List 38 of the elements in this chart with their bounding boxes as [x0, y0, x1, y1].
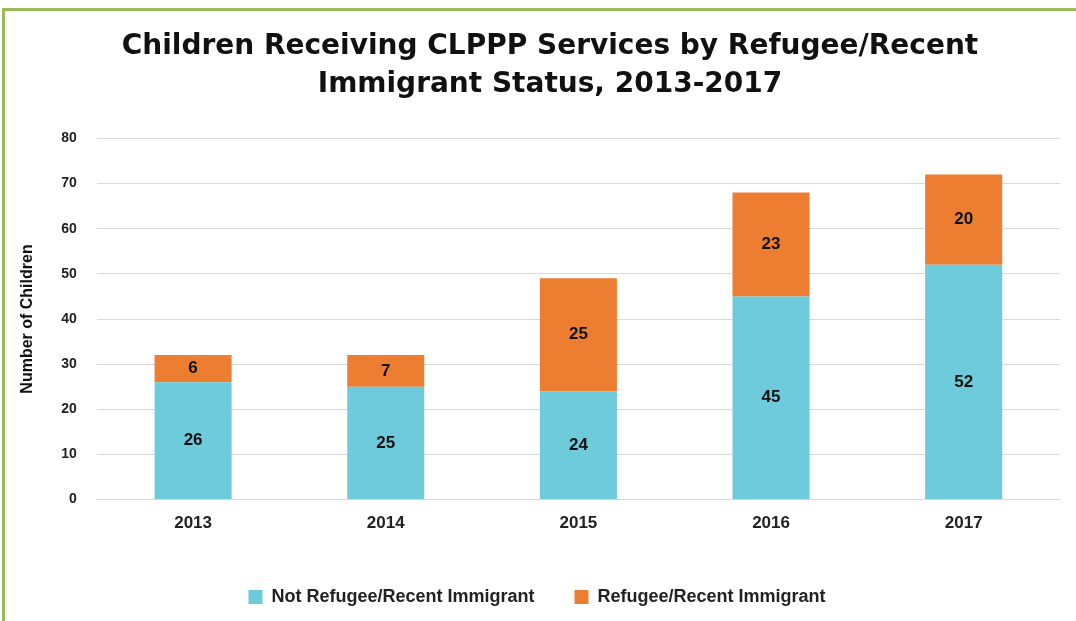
y-tick-label: 0 — [68, 490, 77, 507]
y-tick-label: 20 — [61, 400, 77, 417]
x-tick-label: 2014 — [366, 513, 406, 533]
bar — [732, 296, 810, 500]
y-tick-label: 60 — [61, 219, 77, 236]
bar — [154, 382, 232, 500]
x-tick-label: 2013 — [174, 513, 213, 533]
legend-label: Refugee/Recent Immigrant — [597, 585, 826, 606]
legend-label: Not Refugee/Recent Immigrant — [271, 585, 535, 606]
bar — [732, 192, 810, 297]
y-tick-label: 30 — [61, 355, 77, 372]
x-tick-label: 2015 — [559, 513, 598, 533]
data-label: 26 — [183, 430, 203, 450]
bar — [925, 264, 1003, 500]
data-label: 45 — [761, 387, 781, 407]
bar — [539, 278, 617, 392]
bar — [925, 174, 1003, 265]
x-tick-label: 2016 — [752, 513, 790, 533]
y-axis-title: Number of Children — [18, 244, 36, 394]
data-label: 24 — [568, 434, 589, 454]
data-label: 25 — [568, 324, 588, 344]
bar — [347, 355, 425, 387]
y-tick-label: 50 — [61, 264, 77, 281]
y-tick-label: 70 — [61, 174, 77, 191]
bar — [154, 355, 232, 383]
data-label: 20 — [954, 209, 974, 229]
y-tick-label: 40 — [61, 309, 77, 326]
bar — [539, 391, 617, 500]
y-tick-label: 10 — [61, 445, 77, 462]
data-label: 7 — [381, 360, 391, 380]
data-label: 25 — [376, 432, 396, 452]
chart-title: Children Receiving CLPPP Services by Refugee/Recent Immigrant Status, 2013-2017 — [120, 27, 980, 101]
y-tick-label: 80 — [61, 129, 77, 146]
data-label: 52 — [954, 371, 974, 391]
x-tick-label: 2017 — [944, 513, 983, 533]
bar — [347, 386, 425, 500]
data-label: 6 — [188, 358, 198, 378]
data-label: 23 — [761, 234, 781, 254]
